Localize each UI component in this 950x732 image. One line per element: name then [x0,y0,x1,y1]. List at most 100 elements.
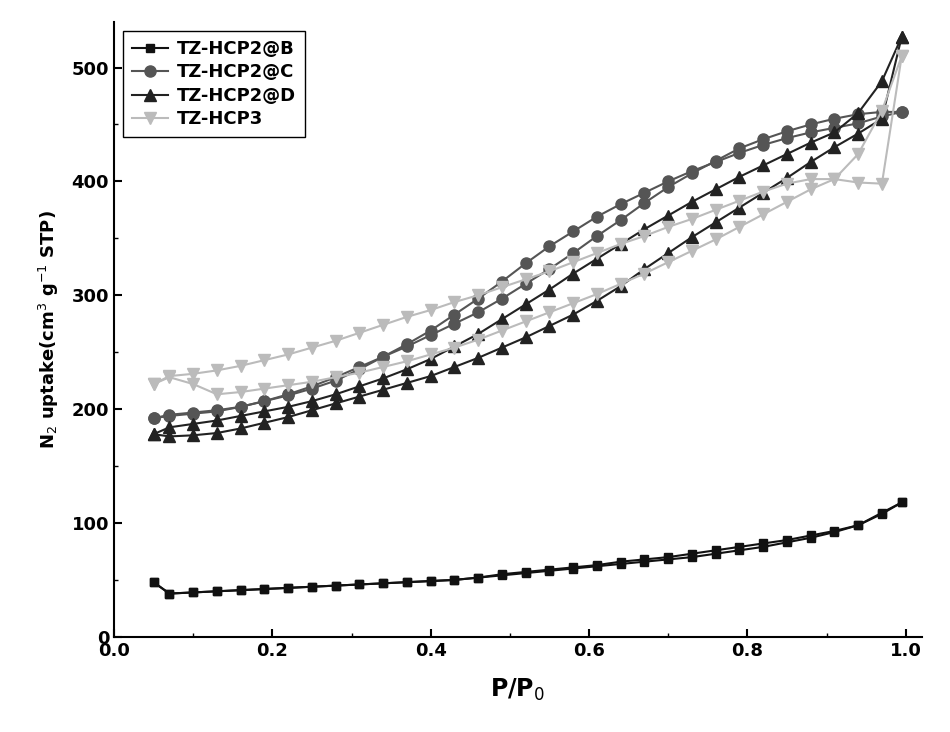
TZ-HCP2@C [496,294,507,303]
TZ-HCP2@C [401,342,412,351]
TZ-HCP2@C [852,110,864,119]
TZ-HCP2@C [543,265,555,274]
TZ-HCP2@C [448,319,460,328]
TZ-HCP3 [377,321,389,329]
TZ-HCP2@C [258,397,270,406]
Line: TZ-HCP2@B: TZ-HCP2@B [149,498,906,598]
TZ-HCP2@D [896,32,907,41]
TZ-HCP2@C [211,407,222,416]
TZ-HCP2@D [852,129,864,138]
TZ-HCP2@B [591,562,602,571]
TZ-HCP2@D [306,406,317,414]
TZ-HCP2@B [876,509,887,518]
TZ-HCP3 [828,175,840,184]
TZ-HCP2@C [187,409,199,418]
TZ-HCP2@D [876,114,887,123]
TZ-HCP3 [781,179,792,188]
TZ-HCP2@D [828,143,840,152]
TZ-HCP2@D [472,354,484,362]
TZ-HCP2@C [781,127,792,135]
TZ-HCP3 [896,52,907,61]
TZ-HCP2@C [425,331,436,340]
TZ-HCP3 [148,380,160,389]
TZ-HCP3 [211,366,222,375]
TZ-HCP2@C [282,390,294,399]
TZ-HCP2@C [615,216,626,225]
TZ-HCP2@D [662,249,674,258]
TZ-HCP2@C [330,373,341,381]
TZ-HCP2@D [425,372,436,381]
TZ-HCP2@B [852,521,864,530]
TZ-HCP2@D [377,385,389,394]
TZ-HCP2@D [805,157,816,166]
TZ-HCP3 [567,258,579,266]
TZ-HCP3 [306,343,317,352]
TZ-HCP3 [543,267,555,276]
TZ-HCP2@C [710,157,721,165]
TZ-HCP2@D [282,413,294,422]
TZ-HCP2@D [148,430,160,438]
TZ-HCP3 [330,337,341,346]
TZ-HCP3 [401,313,412,321]
TZ-HCP2@D [163,432,175,441]
TZ-HCP2@C [638,198,650,207]
TZ-HCP2@C [306,382,317,391]
TZ-HCP2@B [757,542,769,551]
TZ-HCP3 [258,356,270,365]
TZ-HCP2@D [187,431,199,440]
TZ-HCP3 [615,239,626,248]
TZ-HCP3 [520,275,531,284]
TZ-HCP3 [591,249,602,258]
TZ-HCP2@D [710,218,721,227]
TZ-HCP2@D [330,399,341,408]
TZ-HCP2@C [876,108,887,116]
TZ-HCP2@B [187,588,199,597]
TZ-HCP2@B [733,546,745,555]
TZ-HCP3 [472,291,484,299]
TZ-HCP2@D [543,321,555,330]
TZ-HCP2@C [163,411,175,420]
TZ-HCP3 [163,372,175,381]
TZ-HCP3 [638,231,650,240]
TZ-HCP3 [448,298,460,307]
TZ-HCP3 [710,206,721,214]
TZ-HCP2@C [591,231,602,240]
TZ-HCP2@B [330,581,341,590]
TZ-HCP2@C [520,280,531,288]
TZ-HCP2@C [567,249,579,258]
TZ-HCP2@D [638,265,650,274]
TZ-HCP3 [353,329,365,337]
TZ-HCP2@C [148,414,160,422]
TZ-HCP2@B [377,579,389,588]
TZ-HCP2@C [662,183,674,192]
TZ-HCP2@C [235,403,246,411]
Y-axis label: N$_2$ uptake(cm$^3$ g$^{-1}$ STP): N$_2$ uptake(cm$^3$ g$^{-1}$ STP) [36,210,61,449]
TZ-HCP2@B [496,571,507,580]
TZ-HCP2@D [567,310,579,319]
TZ-HCP2@D [401,378,412,387]
Line: TZ-HCP3: TZ-HCP3 [148,51,907,389]
TZ-HCP3 [187,370,199,378]
TZ-HCP2@C [828,114,840,123]
TZ-HCP2@B [306,583,317,591]
Line: TZ-HCP2@C: TZ-HCP2@C [148,106,907,424]
Line: TZ-HCP2@D: TZ-HCP2@D [148,31,907,442]
TZ-HCP2@C [757,135,769,143]
Legend: TZ-HCP2@B, TZ-HCP2@C, TZ-HCP2@D, TZ-HCP3: TZ-HCP2@B, TZ-HCP2@C, TZ-HCP2@D, TZ-HCP3 [124,31,305,138]
TZ-HCP3 [805,175,816,184]
TZ-HCP2@B [282,583,294,592]
TZ-HCP2@D [733,203,745,212]
TZ-HCP2@B [615,559,626,568]
TZ-HCP3 [852,178,864,187]
TZ-HCP2@C [733,144,745,153]
TZ-HCP2@D [258,419,270,427]
TZ-HCP2@B [163,589,175,598]
TZ-HCP3 [662,223,674,231]
TZ-HCP2@D [211,429,222,438]
TZ-HCP2@D [496,343,507,352]
TZ-HCP2@B [425,577,436,586]
TZ-HCP3 [733,196,745,205]
TZ-HCP2@C [353,362,365,371]
TZ-HCP2@B [353,580,365,589]
TZ-HCP3 [757,187,769,196]
